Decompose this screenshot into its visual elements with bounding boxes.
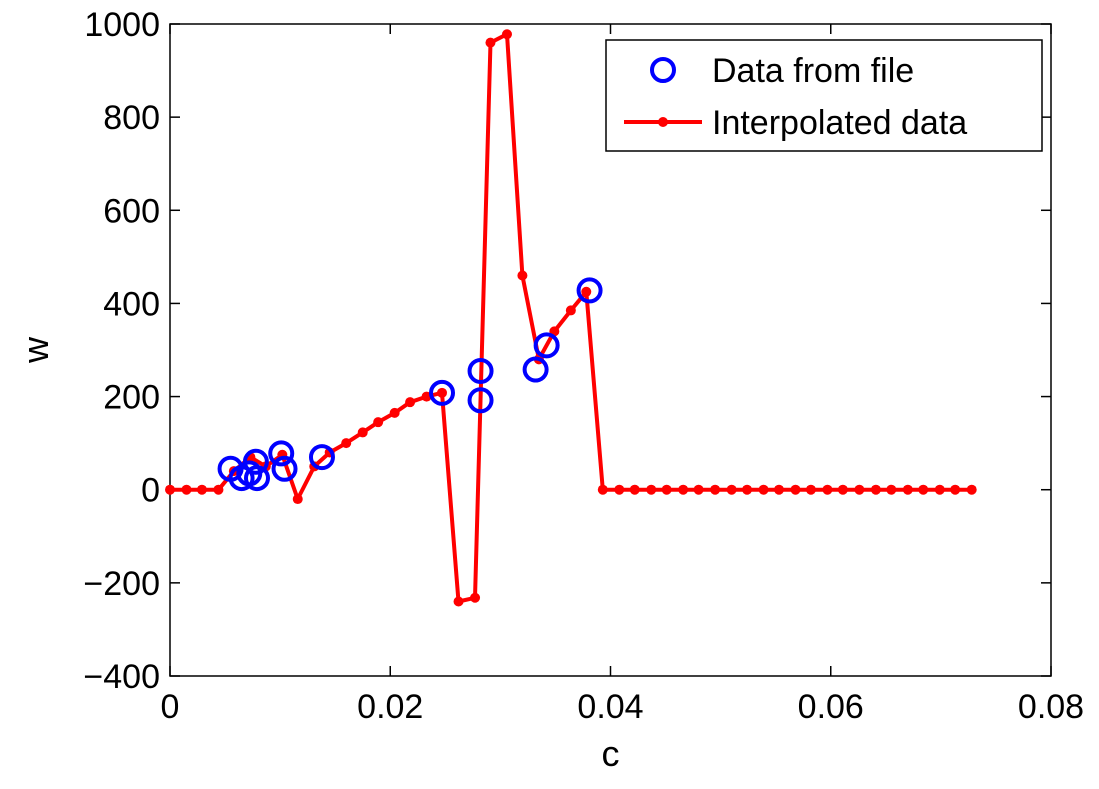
interpolated-data-point bbox=[389, 407, 400, 418]
interpolated-data-point bbox=[646, 484, 657, 495]
file-data-point bbox=[467, 357, 494, 384]
y-tick-label: 0 bbox=[141, 472, 160, 510]
y-tick-label: 1000 bbox=[84, 6, 160, 44]
legend-marker-data-from-file bbox=[650, 57, 676, 83]
interpolated-data-point bbox=[742, 484, 753, 495]
interpolated-data-point bbox=[950, 484, 961, 495]
legend-box bbox=[605, 39, 1043, 152]
interpolated-data-point bbox=[165, 484, 175, 495]
interpolated-data-point bbox=[453, 596, 464, 607]
interpolated-data-point bbox=[405, 397, 416, 408]
file-data-point bbox=[429, 379, 456, 406]
interpolated-data-point bbox=[902, 484, 913, 495]
tick-labels: 0 0.02 0.04 0.06 0.08 −400 −200 0 200 400 600 800 10… bbox=[83, 6, 1084, 726]
x-tick-label: 0.04 bbox=[577, 688, 643, 726]
interpolated-data-point bbox=[581, 286, 592, 297]
interpolated-data-point bbox=[854, 484, 865, 495]
file-data-point bbox=[271, 455, 298, 482]
file-data-point bbox=[522, 356, 549, 383]
legend-label-data-from-file: Data from file bbox=[712, 52, 914, 90]
interpolated-data-point bbox=[837, 484, 848, 495]
interpolated-data-point bbox=[470, 592, 481, 603]
interpolated-data-point bbox=[357, 427, 368, 438]
file-data-point bbox=[308, 444, 335, 471]
interpolated-data-point bbox=[485, 37, 496, 48]
interpolated-data-point bbox=[886, 484, 897, 495]
interpolated-data-point bbox=[292, 494, 303, 505]
x-axis-label: c bbox=[602, 733, 620, 774]
interpolated-data-point bbox=[517, 270, 528, 281]
file-data-point bbox=[467, 387, 494, 414]
interpolated-data-point bbox=[870, 484, 881, 495]
file-data-point bbox=[268, 440, 295, 467]
file-data-point bbox=[533, 332, 560, 359]
interpolated-data-point bbox=[597, 484, 608, 495]
interpolated-data-point bbox=[437, 387, 448, 398]
interpolated-data-point bbox=[805, 484, 816, 495]
interpolated-data-point bbox=[758, 484, 769, 495]
x-tick-label: 0.06 bbox=[798, 688, 864, 726]
interpolated-data-point bbox=[678, 484, 689, 495]
legend-dot-interpolated-data bbox=[658, 117, 668, 127]
interpolated-data-point bbox=[934, 484, 945, 495]
x-tick-label: 0.08 bbox=[1018, 688, 1084, 726]
interpolated-data-point bbox=[196, 484, 207, 495]
y-tick-label: 800 bbox=[103, 99, 160, 137]
series-layer bbox=[165, 29, 977, 607]
interpolated-data-point bbox=[661, 484, 672, 495]
interpolated-data-point bbox=[501, 29, 512, 40]
y-tick-label: 400 bbox=[103, 285, 160, 323]
interpolated-data-point bbox=[822, 484, 833, 495]
y-axis-label: w bbox=[15, 336, 56, 364]
interpolated-data-point bbox=[373, 417, 384, 428]
interpolated-data-point bbox=[565, 305, 576, 316]
y-tick-label: 600 bbox=[103, 192, 160, 230]
interpolated-data-point bbox=[629, 484, 640, 495]
interpolated-data-point bbox=[181, 484, 192, 495]
interpolated-data-point bbox=[341, 438, 352, 449]
file-data-point bbox=[243, 465, 270, 492]
y-tick-label: −400 bbox=[83, 658, 160, 696]
interpolated-data-point bbox=[710, 484, 721, 495]
file-data-point bbox=[576, 277, 603, 304]
interpolated-data-point bbox=[966, 484, 977, 495]
x-tick-label: 0 bbox=[161, 688, 180, 726]
interpolated-data-point bbox=[693, 484, 704, 495]
y-tick-label: −200 bbox=[83, 565, 160, 603]
x-tick-label: 0.02 bbox=[357, 688, 423, 726]
axis-ticks bbox=[169, 23, 1052, 677]
legend: Data from file Interpolated data bbox=[605, 39, 1043, 152]
interpolated-data-point bbox=[790, 484, 801, 495]
interpolated-data-point bbox=[213, 484, 224, 495]
interpolated-data-point bbox=[918, 484, 929, 495]
interpolated-data-point bbox=[614, 484, 625, 495]
interpolated-data-point bbox=[773, 484, 784, 495]
legend-label-interpolated-data: Interpolated data bbox=[712, 104, 967, 142]
file-data-point bbox=[242, 448, 269, 475]
interpolated-data-point bbox=[726, 484, 737, 495]
y-tick-label: 200 bbox=[103, 379, 160, 417]
